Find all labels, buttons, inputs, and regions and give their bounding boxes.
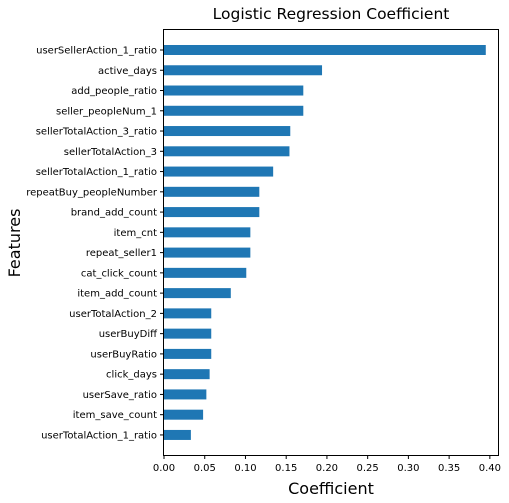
bar-brand_add_count — [164, 207, 260, 218]
x-tick-label: 0.05 — [194, 463, 216, 474]
x-tick-label: 0.00 — [153, 463, 175, 474]
bar-userSave_ratio — [164, 389, 207, 400]
x-axis-label: Coefficient — [288, 479, 374, 498]
y-tick-label: repeat_seller1 — [86, 248, 157, 259]
y-tick-label: sellerTotalAction_3 — [64, 147, 157, 158]
x-tick-label: 0.40 — [479, 463, 501, 474]
chart-title: Logistic Regression Coefficient — [213, 5, 450, 23]
bar-userBuyDiff — [164, 328, 212, 339]
x-tick-label: 0.10 — [234, 463, 256, 474]
y-tick-label: item_cnt — [114, 228, 157, 239]
y-tick-label: click_days — [106, 370, 157, 381]
y-tick-label: userSave_ratio — [83, 390, 157, 401]
x-tick-label: 0.20 — [316, 463, 338, 474]
bar-sellerTotalAction_1_ratio — [164, 166, 274, 177]
bar-repeat_seller1 — [164, 247, 251, 258]
y-tick-label: brand_add_count — [71, 208, 157, 219]
y-tick-label: sellerTotalAction_1_ratio — [36, 167, 157, 178]
bar-item_add_count — [164, 288, 231, 299]
y-tick-label: active_days — [98, 66, 157, 77]
y-tick-label: seller_peopleNum_1 — [56, 106, 157, 117]
x-ticks: 0.00 0.05 0.10 0.15 0.20 0.25 0.30 0.35 0.40 — [153, 455, 501, 474]
x-tick-label: 0.30 — [397, 463, 419, 474]
bar-userSellerAction_1_ratio — [164, 45, 486, 55]
y-tick-label: add_people_ratio — [71, 86, 157, 97]
bar-add_people_ratio — [164, 85, 304, 96]
x-tick-label: 0.25 — [357, 463, 379, 474]
y-tick-label: cat_click_count — [81, 268, 157, 279]
bar-item_save_count — [164, 409, 204, 420]
y-tick-label: userBuyDiff — [99, 329, 158, 340]
bar-cat_click_count — [164, 267, 247, 278]
bar-repeatBuy_peopleNumber — [164, 186, 260, 197]
bar-userTotalAction_1_ratio — [164, 429, 191, 440]
x-tick-label: 0.35 — [438, 463, 460, 474]
bars-group — [164, 45, 486, 440]
y-tick-label: userBuyRatio — [90, 349, 157, 360]
y-axis-label: Features — [5, 209, 24, 278]
bar-sellerTotalAction_3_ratio — [164, 126, 291, 137]
y-tick-label: userTotalAction_2 — [69, 309, 157, 320]
plot-frame — [163, 29, 499, 456]
bar-click_days — [164, 369, 210, 380]
y-tick-label: sellerTotalAction_3_ratio — [36, 127, 157, 138]
x-tick-label: 0.15 — [275, 463, 297, 474]
y-tick-label: repeatBuy_peopleNumber — [26, 187, 158, 198]
y-tick-label: userTotalAction_1_ratio — [41, 430, 157, 441]
bar-active_days — [164, 65, 323, 76]
y-tick-label: userSellerAction_1_ratio — [36, 46, 157, 57]
bar-userBuyRatio — [164, 348, 212, 359]
y-tick-label: item_save_count — [73, 410, 157, 421]
bar-seller_peopleNum_1 — [164, 105, 304, 116]
y-tick-labels: userSellerAction_1_ratio active_days add_p… — [26, 46, 164, 441]
y-tick-label: item_add_count — [77, 289, 157, 300]
bar-userTotalAction_2 — [164, 308, 212, 319]
bar-sellerTotalAction_3 — [164, 146, 290, 157]
bar-item_cnt — [164, 227, 251, 238]
